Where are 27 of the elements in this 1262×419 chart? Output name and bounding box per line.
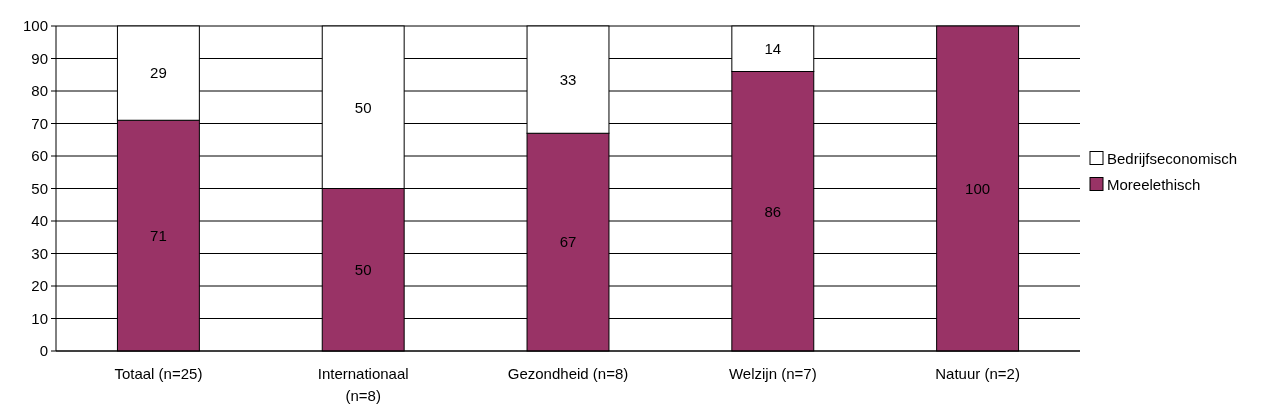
data-label: 67 [559, 233, 577, 251]
x-tick-label: Welzijn (n=7) [728, 365, 817, 382]
legend-label: Bedrijfseconomisch [1107, 149, 1238, 167]
data-label: 14 [764, 40, 782, 57]
y-tick-label: 10 [31, 309, 48, 327]
x-tick-label: Internationaal (n=8) [317, 365, 409, 404]
y-tick-label: 60 [31, 147, 48, 165]
data-label: 50 [354, 261, 372, 278]
y-tick-label: 0 [39, 342, 48, 360]
y-tick-label: 30 [31, 244, 48, 262]
data-label: 50 [354, 98, 372, 116]
y-tick-label: 70 [31, 114, 48, 132]
x-tick-label: Totaal (n=25) [114, 365, 203, 382]
data-label: 100 [965, 179, 991, 197]
y-tick-label: 20 [31, 277, 48, 295]
x-tick-label: Natuur (n=2) [935, 365, 1020, 382]
data-label: 86 [764, 202, 782, 220]
y-tick-label: 40 [31, 212, 48, 230]
y-tick-label: 50 [31, 179, 48, 197]
y-tick-label: 100 [22, 17, 48, 35]
y-tick-label: 80 [31, 82, 48, 100]
y-tick-label: 90 [31, 49, 48, 67]
legend-label: Moreelethisch [1107, 175, 1201, 193]
x-tick-label: Gezondheid (n=8) [507, 365, 629, 382]
data-label: 71 [150, 226, 167, 244]
data-label: 33 [559, 70, 577, 88]
data-label: 29 [150, 64, 167, 82]
